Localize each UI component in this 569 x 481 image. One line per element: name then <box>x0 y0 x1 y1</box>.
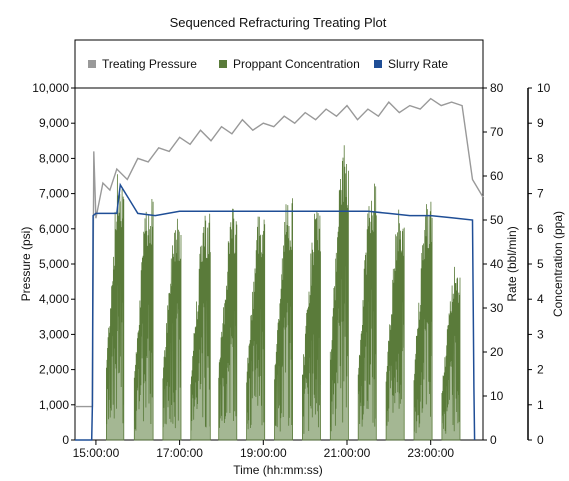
y-right1-tick-label: 30 <box>490 301 504 315</box>
y-left-tick-label: 7,000 <box>39 187 69 201</box>
proppant-stage <box>133 198 154 441</box>
proppant-stage <box>302 211 321 441</box>
y-right1-tick-label: 40 <box>490 257 504 271</box>
y-left-tick-label: 1,000 <box>39 398 69 412</box>
y-left-tick-label: 0 <box>62 433 69 447</box>
y-right1-tick-label: 60 <box>490 169 504 183</box>
proppant-stage <box>385 209 405 441</box>
y-left-tick-label: 8,000 <box>39 151 69 165</box>
x-tick-label: 21:00:00 <box>324 446 371 460</box>
y-right1-tick-label: 10 <box>490 389 504 403</box>
x-tick-label: 17:00:00 <box>156 446 203 460</box>
y-right2-axis-label: Concentration (ppa) <box>551 211 565 317</box>
x-axis-label: Time (hh:mm:ss) <box>233 463 323 477</box>
y-left-tick-label: 4,000 <box>39 292 69 306</box>
y-right1-tick-label: 70 <box>490 125 504 139</box>
x-tick-label: 19:00:00 <box>240 446 287 460</box>
y-right2-tick-label: 0 <box>537 433 544 447</box>
y-right1-tick-label: 80 <box>490 81 504 95</box>
y-left-tick-label: 5,000 <box>39 257 69 271</box>
ticks-layer: 15:00:00 17:00:00 19:00:00 21:00:00 23:00:00… <box>32 81 550 460</box>
y-right2-tick-label: 3 <box>537 327 544 341</box>
proppant-stage <box>106 174 125 441</box>
proppant-stage <box>357 183 377 441</box>
y-right2-tick-label: 8 <box>537 151 544 165</box>
y-left-tick-label: 3,000 <box>39 327 69 341</box>
proppant-stage <box>246 216 266 441</box>
legend-label-treating-pressure: Treating Pressure <box>102 57 197 71</box>
y-left-tick-label: 2,000 <box>39 363 69 377</box>
y-right2-tick-label: 4 <box>537 292 544 306</box>
y-right2-tick-label: 6 <box>537 222 544 236</box>
y-right1-tick-label: 0 <box>490 433 497 447</box>
series-slurry-rate <box>75 182 476 441</box>
proppant-stage <box>274 198 293 441</box>
y-right1-tick-label: 50 <box>490 213 504 227</box>
y-left-axis-label: Pressure (psi) <box>19 227 33 302</box>
proppant-stage <box>190 213 211 441</box>
legend-swatch-proppant-concentration <box>219 60 227 68</box>
y-right2-tick-label: 2 <box>537 363 544 377</box>
proppant-stage <box>441 266 461 441</box>
proppant-stage <box>329 145 349 441</box>
y-right1-tick-label: 20 <box>490 345 504 359</box>
x-tick-label: 15:00:00 <box>73 446 120 460</box>
legend-swatch-slurry-rate <box>374 60 382 68</box>
series-proppant-concentration <box>106 145 461 441</box>
y-right2-tick-label: 10 <box>537 81 551 95</box>
proppant-stage <box>162 218 182 441</box>
y-right2-tick-label: 5 <box>537 257 544 271</box>
series-treating-pressure <box>75 97 484 408</box>
y-left-tick-label: 6,000 <box>39 222 69 236</box>
legend-label-proppant-concentration: Proppant Concentration <box>233 57 360 71</box>
x-tick-label: 23:00:00 <box>407 446 454 460</box>
y-right2-tick-label: 9 <box>537 116 544 130</box>
legend: Treating Pressure Proppant Concentration… <box>88 57 448 71</box>
y-right2-tick-label: 7 <box>537 187 544 201</box>
legend-swatch-treating-pressure <box>88 60 96 68</box>
y-right2-tick-label: 1 <box>537 398 544 412</box>
y-left-tick-label: 10,000 <box>32 81 69 95</box>
y-left-tick-label: 9,000 <box>39 116 69 130</box>
legend-label-slurry-rate: Slurry Rate <box>388 57 448 71</box>
y-right1-axis-label: Rate (bbl/min) <box>505 226 519 301</box>
proppant-stage <box>413 201 433 441</box>
chart-title: Sequenced Refracturing Treating Plot <box>170 15 387 30</box>
series-layer <box>75 97 484 441</box>
proppant-stage <box>218 208 238 441</box>
